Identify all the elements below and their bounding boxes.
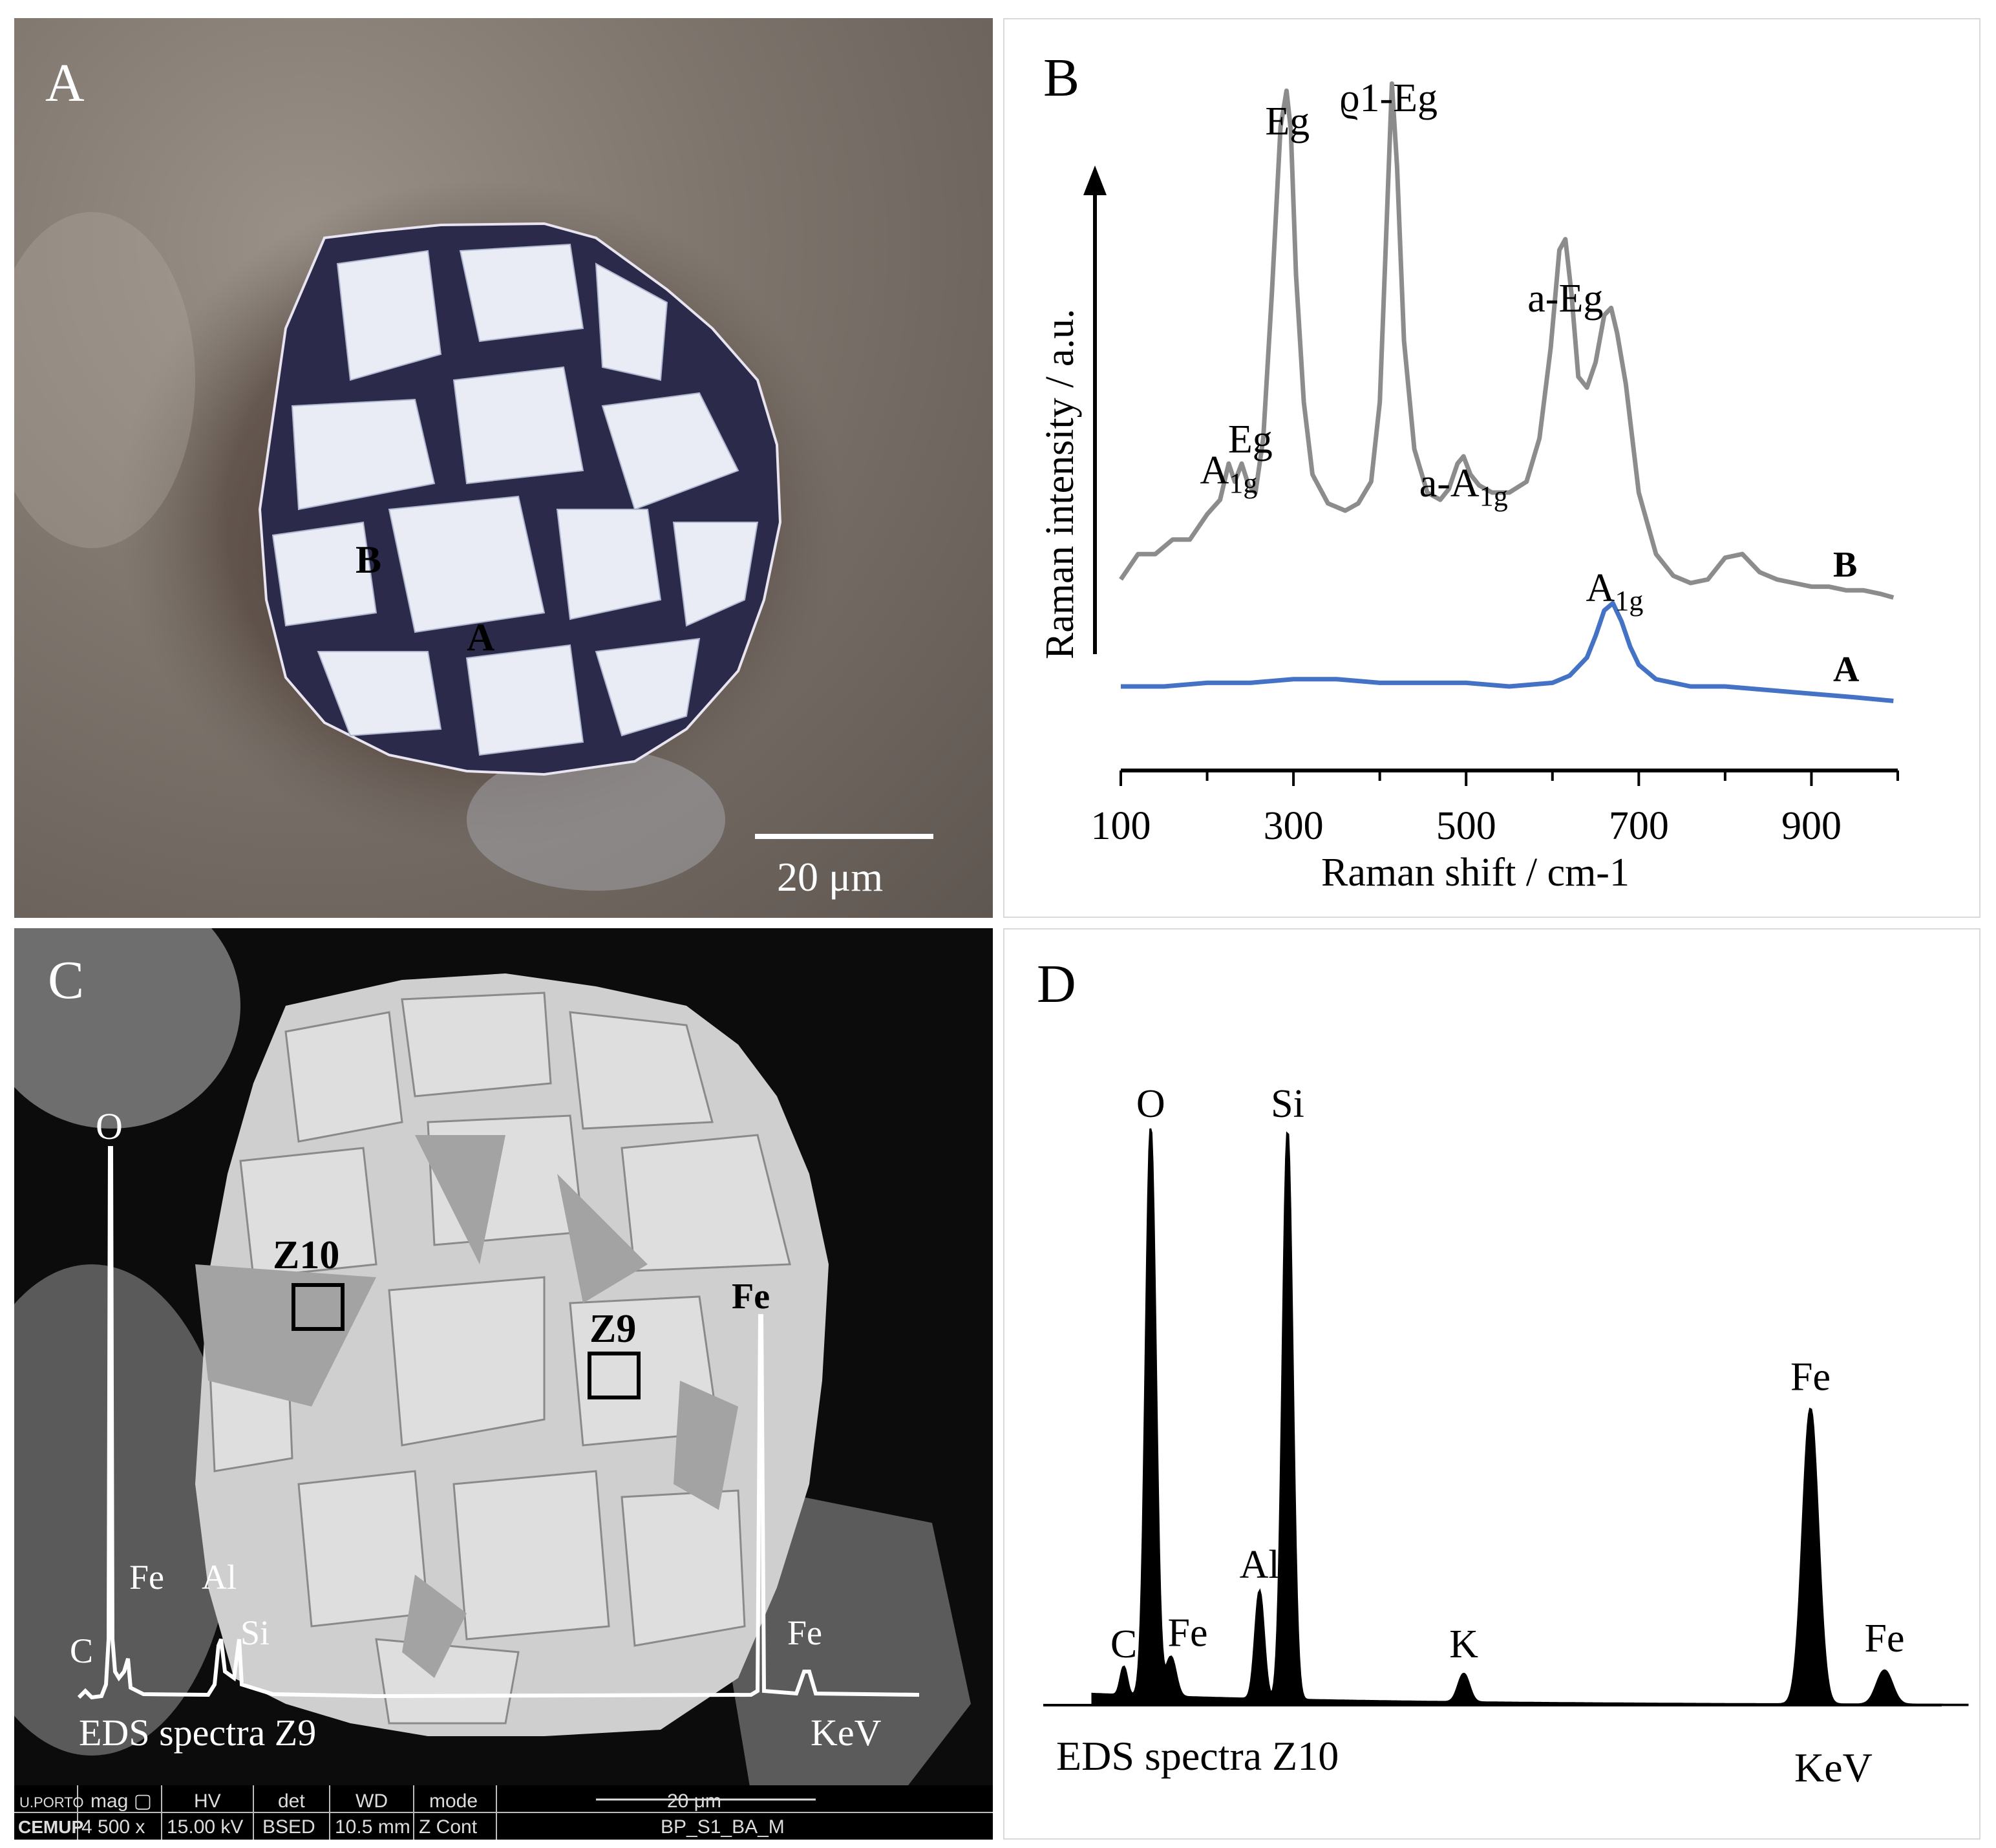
info-value-hv: 15.00 kV — [167, 1816, 243, 1838]
intensity-arrow-head — [1083, 165, 1107, 195]
eds-peak-label: Fe — [1168, 1611, 1208, 1655]
peak-annotation: Eg — [1265, 100, 1310, 143]
info-logo-top: U.PORTO — [19, 1794, 83, 1811]
raman-chart: B Raman intensity / a.u. 100 300 500 700 900… — [1038, 48, 1899, 895]
zone-z10-box[interactable] — [292, 1283, 345, 1331]
eds-peak-label: K — [1449, 1622, 1478, 1666]
raman-series-a — [1121, 600, 1894, 703]
info-value-sample: BP_S1_BA_M — [661, 1816, 785, 1838]
eds-peak-label: Si — [1271, 1082, 1304, 1126]
eds-z9-peak-al: Al — [202, 1558, 237, 1597]
info-value-mag: 4 500 x — [81, 1816, 145, 1838]
eds-peak-label: O — [1136, 1082, 1165, 1126]
eds-z10-spectrum — [1091, 1128, 1969, 1706]
x-axis-tick-labels: 100 300 500 700 900 — [1091, 804, 1842, 848]
x-tick-label: 900 — [1781, 804, 1842, 848]
eds-z9-title: EDS spectra Z9 — [79, 1712, 316, 1754]
x-axis-ticks — [1120, 770, 1899, 786]
eds-z9-kev: KeV — [811, 1712, 882, 1754]
info-header-mag: mag ▢ — [90, 1790, 152, 1812]
sem-image: Z10 Z9 O Fe Fe Fe Al Si C EDS spectra Z9… — [14, 928, 993, 1840]
eds-peak-labels: C O Fe Al Si K Fe Fe — [1110, 1082, 1905, 1666]
eds-peak-label: C — [1110, 1622, 1137, 1666]
zone-z9-box[interactable] — [588, 1352, 641, 1399]
series-label-b: B — [1833, 545, 1857, 585]
info-value-det: BSED — [262, 1816, 315, 1838]
panel-d-label: D — [1037, 954, 1076, 1014]
x-tick-label: 500 — [1436, 804, 1496, 848]
eds-z10-kev: KeV — [1794, 1745, 1873, 1790]
eds-z9-spectrum — [77, 1146, 920, 1700]
info-header-mode: mode — [429, 1790, 478, 1812]
info-value-wd: 10.5 mm — [335, 1816, 410, 1838]
info-value-mode: Z Cont — [419, 1816, 478, 1838]
eds-z9-peak-o: O — [96, 1105, 123, 1147]
panel-d-eds-chart: D C O Fe Al Si K Fe Fe EDS spectra Z10 KeV — [1003, 928, 1980, 1840]
micrograph-image: A B A 20 μm — [14, 53, 933, 900]
info-header-scale: 20 μm — [667, 1790, 721, 1812]
eds-z10-chart: D C O Fe Al Si K Fe Fe EDS spectra Z10 KeV — [1037, 954, 1969, 1790]
x-tick-label: 300 — [1264, 804, 1324, 848]
sem-blob-top-left — [14, 928, 240, 1129]
point-a-label: A — [467, 616, 494, 659]
peak-annotation: A1g — [1586, 566, 1644, 617]
panel-b-label: B — [1043, 48, 1079, 108]
x-tick-label: 100 — [1091, 804, 1151, 848]
peak-annotation: a-A1g — [1419, 462, 1508, 512]
zone-z10-label: Z10 — [273, 1233, 339, 1277]
eds-z9-peak-fe-high: Fe — [787, 1613, 822, 1652]
eds-z10-title: EDS spectra Z10 — [1056, 1733, 1339, 1779]
info-header-hv: HV — [194, 1790, 221, 1812]
peak-annotation: A1g — [1200, 449, 1258, 499]
sem-info-bar: U.PORTO CEMUP mag ▢ HV det WD mode 20 μm… — [14, 1785, 993, 1840]
info-header-wd: WD — [356, 1790, 388, 1812]
panel-c-sem: Z10 Z9 O Fe Fe Fe Al Si C EDS spectra Z9… — [14, 928, 993, 1840]
panel-c-label: C — [48, 950, 84, 1010]
info-logo-bottom: CEMUP — [18, 1817, 83, 1837]
eds-peak-label: Fe — [1865, 1617, 1905, 1661]
raman-series-group — [1119, 81, 1895, 703]
peak-annotation: Eg — [1228, 418, 1273, 462]
eds-z9-peak-c: C — [70, 1631, 93, 1670]
eds-z9-peak-fe-main: Fe — [732, 1277, 770, 1317]
panel-a-label: A — [45, 53, 85, 113]
zone-z9-label: Z9 — [589, 1307, 636, 1351]
x-tick-label: 700 — [1609, 804, 1669, 848]
eds-z9-peak-si: Si — [240, 1613, 270, 1652]
y-axis-label: Raman intensity / a.u. — [1038, 309, 1082, 659]
peak-annotation: ϱ1-Eg — [1339, 76, 1438, 120]
peak-annotation: a-Eg — [1527, 277, 1603, 321]
x-axis-label: Raman shift / cm-1 — [1321, 851, 1630, 895]
panel-a-micrograph: A B A 20 μm — [14, 18, 993, 918]
point-b-label: B — [356, 538, 381, 581]
sem-blob-right — [725, 1497, 971, 1794]
panel-b-raman-chart: B Raman intensity / a.u. 100 300 500 700 900… — [1003, 18, 1980, 918]
eds-z9-peak-fe-low: Fe — [129, 1558, 164, 1597]
raman-series-b — [1119, 81, 1895, 600]
info-header-det: det — [278, 1790, 305, 1812]
scale-bar-label: 20 μm — [777, 854, 883, 900]
sem-blob-left — [14, 1264, 234, 1756]
series-label-a: A — [1833, 650, 1860, 690]
crystal-grains — [271, 243, 759, 756]
sem-dendritic-regions — [195, 1135, 738, 1678]
eds-peak-label: Fe — [1790, 1355, 1831, 1399]
eds-peak-label: Al — [1240, 1543, 1280, 1587]
